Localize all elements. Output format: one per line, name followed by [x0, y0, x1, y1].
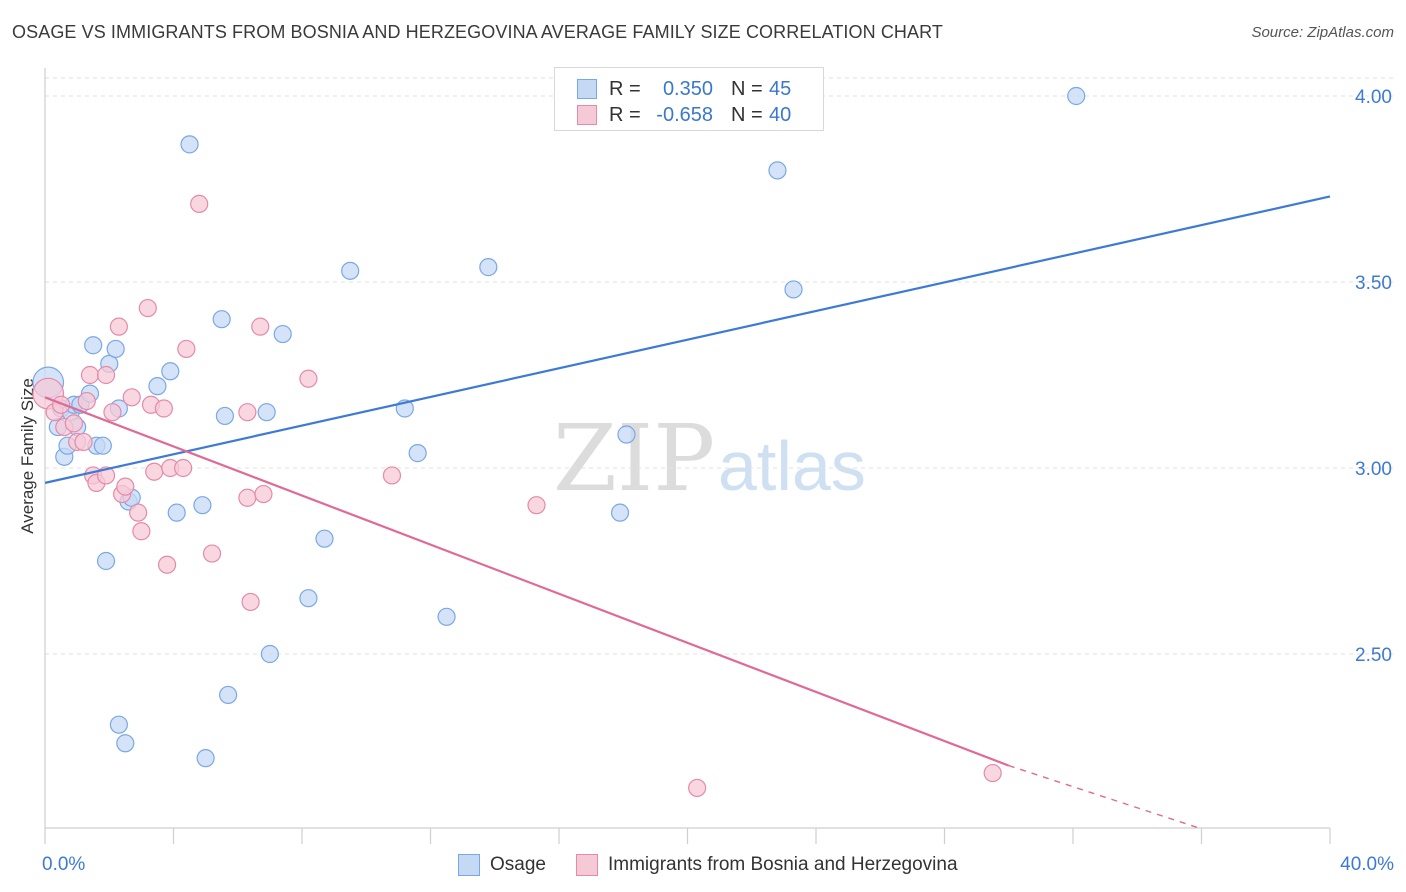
osage-point: [106, 339, 125, 359]
legend-swatch-bosnia: [575, 854, 598, 876]
legend-item-bosnia[interactable]: Immigrants from Bosnia and Herzegovina: [575, 854, 958, 876]
legend-n-label: N =: [731, 77, 763, 100]
osage-point: [315, 529, 334, 548]
osage-point: [257, 403, 276, 422]
bosnia-point: [132, 522, 151, 541]
bosnia-point: [109, 317, 128, 336]
bosnia-point: [174, 458, 193, 478]
bosnia-point: [154, 399, 173, 418]
osage-point: [96, 551, 116, 571]
bosnia-point: [122, 388, 141, 407]
y-tick-label: 3.00: [1355, 459, 1392, 480]
source-label: Source: ZipAtlas.com: [1251, 24, 1394, 41]
bosnia-point: [254, 484, 273, 504]
legend-r-value: -0.658: [656, 103, 713, 126]
legend-label-bosnia: Immigrants from Bosnia and Herzegovina: [607, 854, 958, 875]
y-tick-label: 3.50: [1355, 273, 1392, 294]
legend-n-label: N =: [731, 103, 763, 126]
osage-point: [784, 280, 803, 299]
osage-point: [161, 362, 180, 381]
watermark-atlas: atlas: [718, 427, 866, 505]
legend-n-value: 40: [769, 103, 792, 126]
osage-point: [116, 734, 135, 753]
legend-n-value: 45: [769, 77, 792, 100]
series-legend: Osage Immigrants from Bosnia and Herzego…: [458, 851, 988, 879]
osage-point: [193, 496, 212, 515]
osage-point: [167, 503, 186, 522]
bosnia-point: [202, 544, 222, 563]
bosnia-point: [138, 298, 157, 318]
legend-r-label: R =: [609, 77, 641, 100]
legend-r-label: R =: [609, 103, 641, 126]
bosnia-point: [238, 488, 257, 507]
y-tick-label: 2.50: [1355, 645, 1392, 666]
osage-point: [479, 258, 498, 277]
legend-swatch-bosnia: [577, 105, 597, 125]
osage-trendline: [44, 195, 1331, 484]
legend-row-bosnia: R = -0.658 N = 40: [577, 102, 791, 128]
osage-point: [93, 436, 112, 455]
bosnia-point: [96, 365, 116, 385]
bosnia-point: [190, 194, 209, 213]
bosnia-point: [688, 778, 707, 798]
bosnia-point: [74, 432, 93, 452]
bosnia-point: [157, 555, 177, 574]
bosnia-point: [251, 317, 270, 336]
osage-point: [437, 607, 456, 626]
osage-point: [84, 336, 103, 355]
bosnia-point: [116, 477, 135, 496]
bosnia-point: [382, 466, 402, 485]
bosnia-point: [145, 462, 164, 481]
bosnia-point: [177, 339, 196, 359]
y-tick-label: 4.00: [1355, 87, 1392, 108]
bosnia-point: [241, 592, 260, 612]
osage-point: [260, 644, 279, 664]
legend-label-osage: Osage: [490, 854, 546, 875]
bosnia-point: [77, 391, 96, 411]
bosnia-point: [129, 503, 148, 522]
bosnia-point: [80, 365, 100, 385]
bosnia-point: [51, 395, 71, 414]
bosnia-point: [64, 414, 84, 433]
legend-row-osage: R = 0.350 N = 45: [577, 76, 791, 102]
bosnia-point: [299, 369, 318, 388]
osage-point: [215, 406, 234, 426]
osage-point: [212, 310, 231, 329]
osage-point: [273, 324, 292, 344]
osage-point: [341, 261, 360, 280]
osage-point: [768, 161, 787, 180]
legend-r-value: 0.350: [662, 77, 713, 100]
bosnia-point: [238, 403, 257, 422]
osage-point: [617, 425, 636, 444]
osage-point: [408, 444, 427, 463]
osage-point: [219, 685, 238, 705]
legend-item-osage[interactable]: Osage: [458, 854, 546, 876]
bosnia-trendline-extension: [1008, 764, 1202, 830]
chart-title: OSAGE VS IMMIGRANTS FROM BOSNIA AND HERZ…: [12, 22, 944, 42]
correlation-legend: R = 0.350 N = 45 R = -0.658 N = 40: [554, 67, 824, 131]
legend-swatch-osage: [577, 79, 597, 99]
bosnia-trendline: [44, 396, 1010, 767]
watermark-zip: ZIP: [553, 405, 715, 512]
osage-point: [109, 715, 128, 734]
osage-point: [299, 589, 318, 608]
osage-point: [610, 503, 630, 522]
osage-point: [196, 749, 215, 768]
bosnia-point: [527, 496, 546, 515]
osage-point: [1067, 86, 1086, 106]
bosnia-point: [983, 763, 1002, 783]
x-tick-label: 40.0%: [1340, 854, 1394, 875]
osage-point: [180, 135, 199, 154]
x-tick-label: 0.0%: [42, 854, 85, 875]
osage-point: [148, 377, 167, 396]
bosnia-point: [103, 403, 122, 422]
legend-swatch-osage: [458, 854, 480, 876]
